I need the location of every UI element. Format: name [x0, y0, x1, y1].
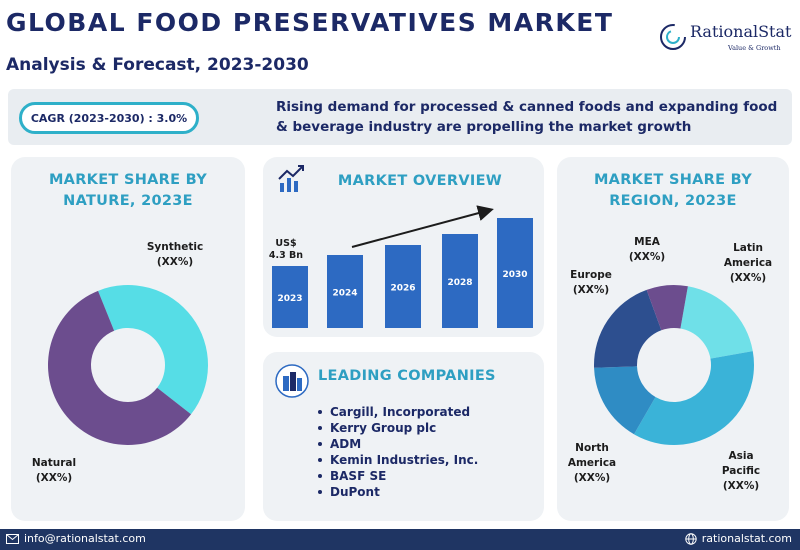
bar-year-label: 2028 [447, 278, 472, 288]
list-item: DuPont [318, 484, 478, 500]
list-item: Kemin Industries, Inc. [318, 452, 478, 468]
building-icon [275, 364, 309, 398]
website-link[interactable]: rationalstat.com [701, 532, 792, 545]
synthetic-label: Synthetic (XX%) [146, 241, 204, 268]
donut-segment [98, 285, 208, 415]
email-link[interactable]: info@rationalstat.com [24, 532, 146, 545]
donut-segment [634, 351, 754, 445]
logo-tagline: Value & Growth [728, 44, 781, 52]
region-share-card [557, 157, 789, 521]
donut-segment [48, 290, 192, 445]
base-value-label: US$ 4.3 Bn [268, 238, 304, 261]
latin-america-label: Latin America (XX%) [723, 242, 773, 284]
region-donut-chart [594, 285, 754, 445]
list-item: Kerry Group plc [318, 420, 478, 436]
logo-mark-icon [660, 24, 686, 50]
bar-year-label: 2026 [390, 284, 415, 294]
leading-companies-card [263, 352, 544, 521]
list-item: ADM [318, 436, 478, 452]
globe-icon [685, 532, 697, 545]
overview-bar [497, 218, 533, 328]
leading-companies-title: LEADING COMPANIES [318, 368, 496, 384]
footer-email[interactable]: info@rationalstat.com [6, 532, 146, 545]
natural-label: Natural (XX%) [31, 457, 77, 484]
trend-chart-icon [278, 165, 304, 192]
donut-segment [680, 286, 753, 359]
asia-pacific-label: Asia Pacific (XX%) [721, 450, 761, 492]
bar-year-label: 2024 [332, 289, 357, 299]
nature-card-title: MARKET SHARE BY NATURE, 2023E [48, 172, 208, 209]
bar-year-label: 2030 [502, 270, 527, 280]
overview-bar [327, 255, 363, 328]
footer-bar: info@rationalstat.com rationalstat.com [0, 529, 800, 550]
donut-segment [594, 366, 656, 435]
logo-name: RationalStat [690, 22, 792, 41]
market-overview-title: MARKET OVERVIEW [337, 173, 503, 189]
nature-share-card [11, 157, 245, 521]
north-america-label: North America (XX%) [567, 442, 617, 484]
cagr-badge: CAGR (2023-2030) : 3.0% [19, 102, 199, 134]
market-overview-bars: 2023 2024 2026 2028 2030 [272, 205, 533, 328]
mea-label: MEA (XX%) [628, 236, 666, 263]
region-card-title: MARKET SHARE BY REGION, 2023E [593, 172, 753, 209]
nature-donut-chart [48, 285, 208, 445]
donut-segment [646, 285, 688, 331]
overview-bar [272, 266, 308, 328]
overview-bar [442, 234, 478, 328]
footer-website[interactable]: rationalstat.com [685, 532, 792, 545]
page-title: GLOBAL FOOD PRESERVATIVES MARKET [6, 8, 614, 37]
list-item: Cargill, Incorporated [318, 404, 478, 420]
overview-bar [385, 245, 421, 328]
europe-label: Europe (XX%) [570, 269, 612, 296]
market-driver-text: Rising demand for processed & canned foo… [276, 99, 778, 135]
page-subtitle: Analysis & Forecast, 2023-2030 [6, 55, 309, 75]
list-item: BASF SE [318, 468, 478, 484]
bar-year-label: 2023 [277, 294, 302, 304]
growth-trend-arrow [351, 205, 494, 248]
mail-icon [6, 533, 19, 544]
company-logo[interactable]: RationalStat Value & Growth [658, 14, 796, 60]
donut-segment [594, 289, 662, 368]
companies-list: Cargill, Incorporated Kerry Group plc AD… [318, 404, 478, 500]
